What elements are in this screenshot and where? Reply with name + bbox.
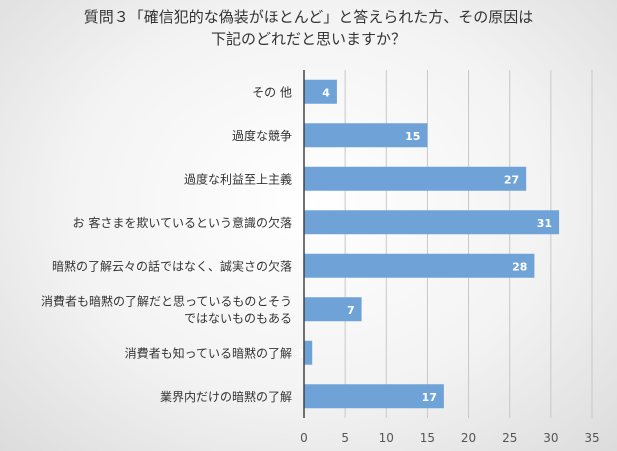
- data-label-5: 7: [347, 304, 355, 317]
- x-tick-label-0: 0: [300, 431, 308, 445]
- bar-0: [304, 79, 337, 104]
- chart-title: 質問３「確信犯的な偽装がほとんど」と答えられた方、その原因は 下記のどれだと思い…: [0, 6, 617, 50]
- data-label-1: 15: [405, 130, 420, 143]
- category-label-1: 過度な競争: [232, 128, 292, 143]
- x-tick-label-2: 10: [379, 431, 394, 445]
- bar-5: [304, 297, 362, 322]
- data-label-3: 31: [537, 217, 552, 230]
- category-label-6: 消費者も知っている暗黙の了解: [125, 345, 292, 360]
- x-tick-label-5: 25: [502, 431, 517, 445]
- data-label-2: 27: [504, 173, 519, 186]
- data-label-4: 28: [512, 260, 527, 273]
- category-label-5-line-1: 消費者も暗黙の了解だと思っているものとそう: [41, 293, 292, 308]
- bar-4: [304, 253, 535, 278]
- category-label-7: 業界内だけの暗黙の了解: [160, 389, 292, 404]
- category-label-2: 過度な利益至上主義: [184, 171, 292, 186]
- x-tick-label-4: 20: [461, 431, 476, 445]
- x-tick-label-6: 30: [543, 431, 558, 445]
- x-tick-label-7: 35: [584, 431, 599, 445]
- bar-3: [304, 210, 560, 235]
- data-label-0: 4: [322, 86, 330, 99]
- data-label-7: 17: [422, 391, 437, 404]
- bar-2: [304, 166, 527, 191]
- x-tick-label-1: 5: [341, 431, 349, 445]
- bar-7: [304, 384, 444, 409]
- data-label-6: 1: [298, 347, 306, 360]
- bar-1: [304, 123, 428, 148]
- bar-6: [304, 340, 313, 365]
- category-label-5-line-2: ではないものもある: [184, 311, 292, 325]
- chart-title-line-1: 質問３「確信犯的な偽装がほとんど」と答えられた方、その原因は: [83, 8, 534, 26]
- category-label-4: 暗黙の了解云々の話ではなく、誠実さの欠落: [52, 258, 292, 273]
- chart-title-line-2: 下記のどれだと思いますか？: [210, 30, 406, 48]
- category-label-3: お 客さまを欺いているという意識の欠落: [73, 215, 292, 230]
- x-tick-label-3: 15: [420, 431, 435, 445]
- category-label-0: その 他: [252, 85, 292, 99]
